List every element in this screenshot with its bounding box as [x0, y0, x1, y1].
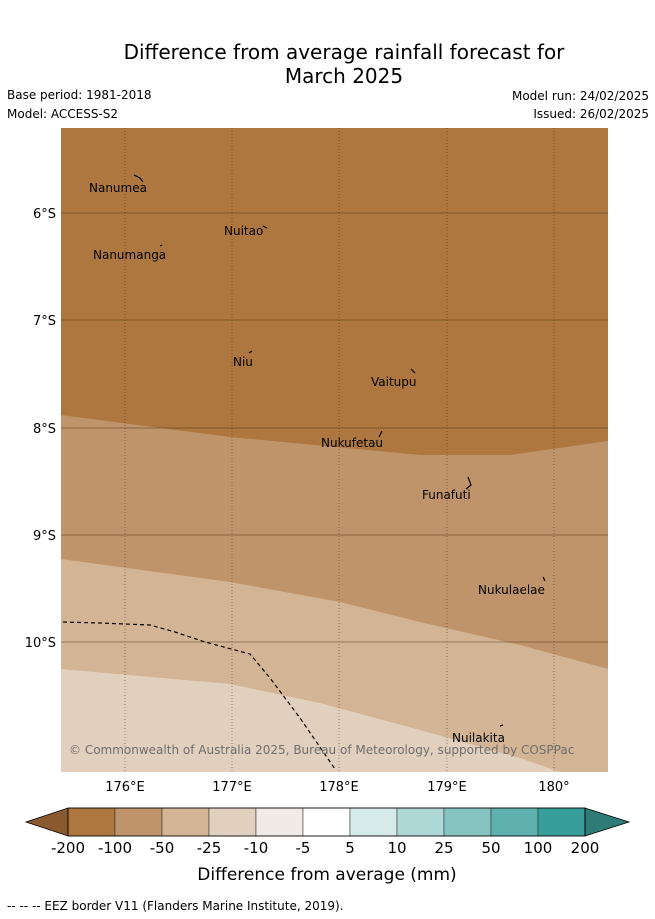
lon-label-179e: 179°E [427, 780, 467, 795]
colorbar-legend: -200 -100 -50 -25 -10 -5 5 10 25 50 100 200 [24, 807, 631, 857]
copyright-notice: © Commonwealth of Australia 2025, Bureau… [69, 743, 574, 757]
lat-label-7s: 7°S [33, 314, 56, 329]
colorbar-tick-label: 200 [571, 839, 600, 857]
title-line-2: March 2025 [284, 64, 404, 88]
colorbar-outline [67, 807, 586, 837]
colorbar-tick-label: 100 [524, 839, 553, 857]
colorbar-tick-label: -25 [197, 839, 222, 857]
colorbar-label: Difference from average (mm) [197, 865, 456, 885]
colorbar-swatch [208, 807, 257, 837]
colorbar-under-arrow [24, 807, 69, 837]
colorbar-swatch [396, 807, 445, 837]
lat-label-6s: 6°S [33, 207, 56, 222]
lon-label-177e: 177°E [212, 780, 252, 795]
colorbar-swatch [302, 807, 351, 837]
eez-border-line [62, 621, 336, 770]
map-area: Nanumea Nuitao Nanumanga Niu Vaitupu Nuk… [61, 128, 608, 772]
colorbar-tick-label: -50 [150, 839, 175, 857]
colorbar-swatch [255, 807, 304, 837]
lon-label-180: 180° [538, 780, 569, 795]
lat-label-9s: 9°S [33, 529, 56, 544]
map-gridlines [61, 128, 608, 772]
colorbar-tick-label: -200 [51, 839, 85, 857]
island-shapes [133, 174, 546, 727]
colorbar-swatch [114, 807, 163, 837]
base-period: Base period: 1981-2018 [7, 88, 152, 102]
title-line-1: Difference from average rainfall forecas… [123, 40, 565, 64]
place-niu: Niu [233, 355, 253, 369]
colorbar-tick-label: -100 [98, 839, 132, 857]
model-name: Model: ACCESS-S2 [7, 107, 119, 121]
place-nuilakita: Nuilakita [452, 731, 505, 745]
colorbar-tick-label: 50 [481, 839, 500, 857]
place-nukufetau: Nukufetau [321, 436, 383, 450]
model-run-date: Model run: 24/02/2025 [511, 89, 649, 103]
colorbar-tick-label: -5 [296, 839, 311, 857]
colorbar-swatch [537, 807, 586, 837]
place-vaitupu: Vaitupu [371, 375, 417, 389]
colorbar-swatch [67, 807, 116, 837]
place-nuitao: Nuitao [224, 224, 263, 238]
colorbar-swatch [349, 807, 398, 837]
colorbar-swatch [490, 807, 539, 837]
band-minus25-to-minus10 [61, 669, 560, 772]
colorbar-tick-label: 5 [345, 839, 355, 857]
eez-footnote: -- -- -- EEZ border V11 (Flanders Marine… [7, 899, 344, 913]
place-funafuti: Funafuti [422, 488, 471, 502]
colorbar-tick-label: 10 [387, 839, 406, 857]
colorbar-swatch [161, 807, 210, 837]
lon-label-178e: 178°E [319, 780, 359, 795]
lon-label-176e: 176°E [105, 780, 145, 795]
place-nukulaelae: Nukulaelae [478, 583, 545, 597]
colorbar-over-arrow [584, 807, 631, 837]
lat-label-8s: 8°S [33, 422, 56, 437]
lat-label-10s: 10°S [25, 636, 56, 651]
issued-date: Issued: 26/02/2025 [533, 107, 649, 121]
colorbar-tick-label: 25 [434, 839, 453, 857]
page-title: Difference from average rainfall forecas… [0, 40, 655, 88]
colorbar-swatch [443, 807, 492, 837]
place-nanumea: Nanumea [89, 181, 147, 195]
place-nanumanga: Nanumanga [93, 248, 166, 262]
colorbar-tick-label: -10 [244, 839, 269, 857]
